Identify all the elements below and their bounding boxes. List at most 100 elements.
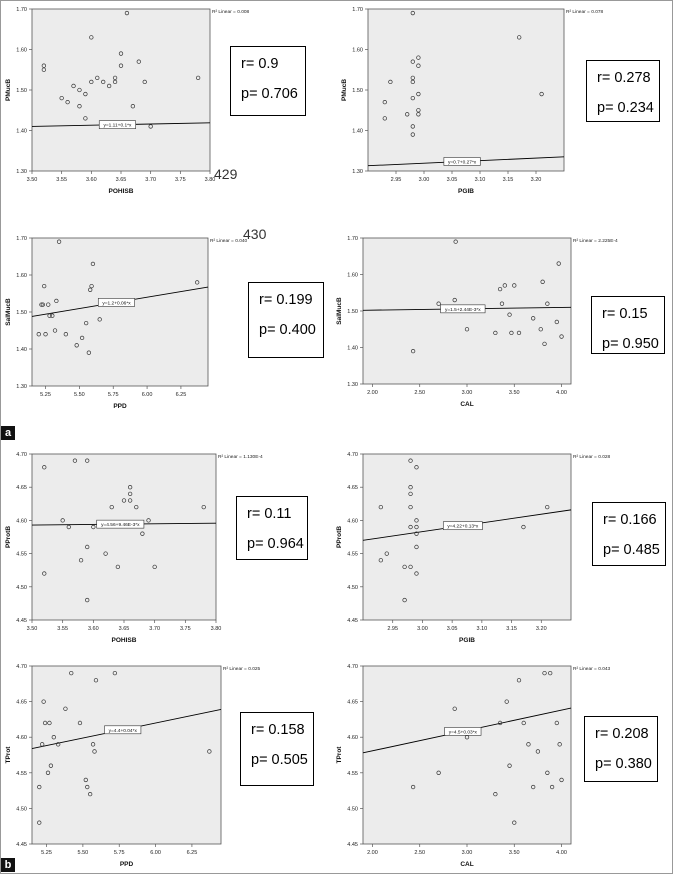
data-point: [378, 558, 383, 563]
x-tick-label: 3.70: [145, 177, 156, 183]
data-point: [85, 458, 90, 463]
data-point: [416, 112, 421, 117]
x-tick-label: 3.55: [56, 177, 67, 183]
p-value: p= 0.400: [259, 322, 316, 338]
y-tick-label: 4.55: [16, 552, 27, 558]
data-point: [388, 79, 393, 85]
x-tick-label: 5.75: [114, 850, 125, 856]
x-axis-label: POHISB: [112, 637, 137, 644]
data-point: [408, 504, 413, 510]
data-point: [410, 132, 415, 137]
data-point: [497, 286, 503, 292]
y-tick-label: 4.60: [16, 518, 27, 524]
data-point: [42, 465, 47, 470]
equation-box: [98, 120, 136, 130]
data-point: [464, 327, 470, 332]
data-point: [56, 742, 61, 747]
x-tick-label: 6.25: [176, 392, 187, 398]
data-point: [559, 777, 564, 783]
data-point: [559, 334, 564, 339]
data-point: [54, 298, 59, 304]
data-point: [512, 820, 517, 825]
y-tick-label: 1.60: [16, 48, 27, 54]
y-tick-label: 1.70: [16, 7, 27, 13]
y-tick-label: 4.70: [16, 452, 27, 458]
x-tick-label: 3.65: [119, 626, 130, 632]
x-axis-label: CAL: [460, 861, 473, 868]
y-tick-label: 4.45: [16, 618, 27, 624]
x-tick-label: 3.20: [531, 177, 542, 183]
data-point: [436, 770, 441, 775]
equation-box: [104, 725, 142, 735]
data-point: [37, 820, 42, 825]
y-tick-label: 1.50: [347, 309, 358, 315]
x-tick-label: 5.75: [108, 392, 119, 398]
data-point: [42, 720, 48, 726]
x-tick-label: 3.10: [475, 177, 486, 183]
data-point: [416, 91, 421, 97]
data-point: [106, 83, 112, 89]
data-point: [436, 301, 441, 306]
x-tick-label: 3.00: [419, 177, 430, 183]
data-point: [416, 108, 421, 113]
stat-box-2: r= 0.278 p= 0.234: [586, 60, 660, 122]
p-value: p= 0.234: [597, 100, 654, 116]
x-tick-label: 2.50: [414, 390, 425, 396]
equation-box: [443, 157, 481, 166]
data-point: [83, 116, 88, 121]
y-tick-label: 1.30: [16, 169, 27, 175]
data-point: [86, 350, 92, 355]
y-tick-label: 4.50: [16, 585, 27, 591]
x-tick-label: 2.50: [414, 850, 425, 856]
data-point: [531, 784, 536, 790]
y-tick-label: 4.65: [16, 700, 27, 706]
data-point: [410, 95, 415, 101]
data-point: [414, 465, 419, 470]
x-tick-label: 3.00: [462, 850, 473, 856]
x-tick-label: 3.20: [536, 626, 547, 632]
data-point: [121, 498, 127, 503]
data-point: [118, 51, 124, 56]
data-point: [63, 332, 68, 337]
r-value: r= 0.15: [602, 306, 648, 322]
data-point: [127, 485, 133, 490]
equation-label: y=4.22+0.13*x: [447, 524, 479, 530]
x-tick-label: 3.10: [476, 626, 487, 632]
y-tick-label: 4.60: [347, 518, 358, 524]
data-point: [557, 742, 562, 747]
data-point: [507, 312, 512, 317]
data-point: [89, 79, 94, 85]
plot-area: [31, 8, 211, 172]
data-point: [545, 301, 550, 306]
y-tick-label: 4.45: [347, 618, 358, 624]
data-point: [416, 55, 421, 60]
plot-area: [367, 8, 565, 172]
chart-3: 1.30 1.40 1.50 1.60 1.70 5.25 5.50 5.75 6.00 6.25…: [5, 236, 248, 410]
p-value: p= 0.505: [251, 752, 308, 768]
p-value: p= 0.485: [603, 542, 660, 558]
y-tick-label: 4.70: [347, 664, 358, 670]
r2-legend: R² Linear = 0.025: [223, 666, 261, 672]
data-point: [414, 524, 419, 530]
y-tick-label: 1.50: [352, 88, 363, 94]
data-point: [535, 749, 541, 754]
y-tick-label: 1.60: [347, 273, 358, 279]
r-value: r= 0.208: [595, 726, 649, 742]
stat-box-1: r= 0.9 p= 0.706: [230, 46, 306, 116]
data-point: [124, 10, 130, 16]
y-axis-label: SalMucB: [5, 298, 12, 326]
data-point: [91, 524, 96, 530]
data-point: [384, 551, 389, 556]
x-tick-label: 4.00: [556, 390, 567, 396]
data-point: [507, 763, 512, 768]
data-point: [52, 328, 58, 333]
chart-2: 1.30 1.40 1.50 1.60 1.70 2.95 3.00 3.05 3.10 3.15…: [341, 7, 604, 195]
data-point: [130, 104, 136, 109]
x-tick-label: 2.95: [387, 626, 398, 632]
equation-box: [97, 298, 135, 307]
y-tick-label: 4.70: [16, 664, 27, 670]
data-point: [45, 770, 51, 775]
data-point: [43, 332, 48, 337]
data-point: [85, 544, 90, 550]
x-tick-label: 3.65: [116, 177, 127, 183]
